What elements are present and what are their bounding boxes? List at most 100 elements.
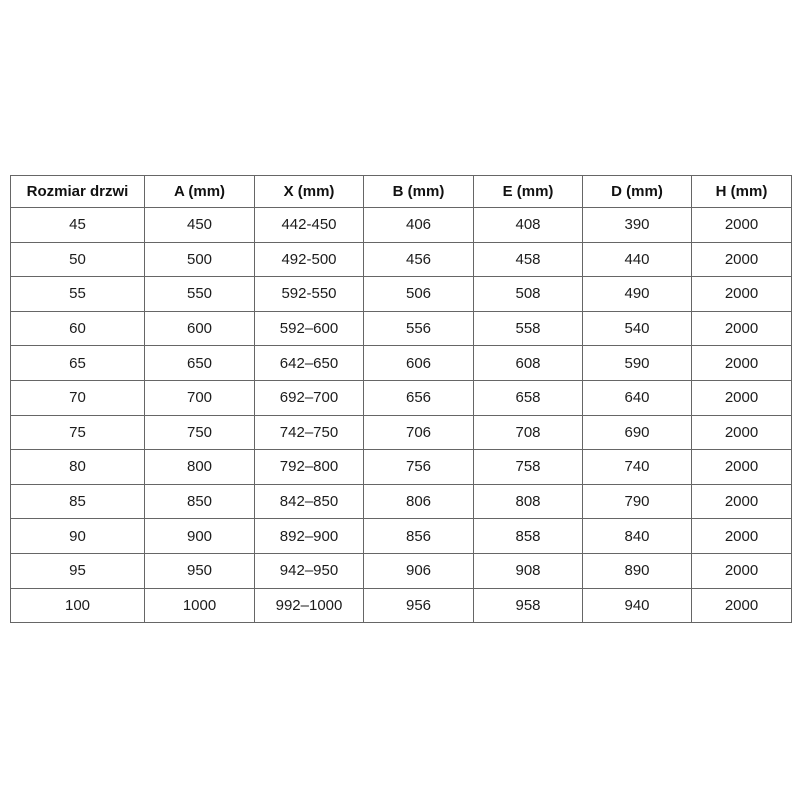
table-cell: 600: [144, 310, 255, 347]
table-cell: 95: [10, 552, 145, 589]
header-cell-door-size: Rozmiar drzwi: [10, 175, 145, 208]
table-cell: 556: [363, 310, 474, 347]
table-cell: 2000: [691, 518, 792, 554]
door-dimensions-table: Rozmiar drzwi A (mm) X (mm) B (mm) E (mm…: [10, 175, 792, 624]
table-cell: 55: [10, 276, 145, 312]
table-cell: 406: [363, 207, 474, 243]
table-cell: 708: [473, 414, 583, 451]
header-cell-x-mm: X (mm): [254, 175, 364, 208]
table-cell: 906: [363, 552, 474, 589]
table-row: 55 550 592-550 506 508 490 2000: [10, 276, 792, 312]
table-row: 90 900 892–900 856 858 840 2000: [10, 518, 792, 554]
table-row: 95 950 942–950 906 908 890 2000: [10, 552, 792, 589]
table-cell: 740: [582, 449, 692, 485]
table-cell: 1000: [144, 587, 255, 624]
table-cell: 958: [473, 587, 583, 624]
table-cell: 2000: [691, 207, 792, 243]
table-cell: 75: [10, 414, 145, 451]
table-cell: 458: [473, 241, 583, 278]
table-cell: 506: [363, 276, 474, 312]
table-cell: 440: [582, 241, 692, 278]
table-row: 45 450 442-450 406 408 390 2000: [10, 207, 792, 243]
header-cell-e-mm: E (mm): [473, 175, 583, 208]
table-cell: 658: [473, 379, 583, 416]
table-cell: 890: [582, 552, 692, 589]
table-cell: 540: [582, 310, 692, 347]
table-cell: 942–950: [254, 552, 364, 589]
table-cell: 690: [582, 414, 692, 451]
table-row: 85 850 842–850 806 808 790 2000: [10, 483, 792, 520]
table-cell: 692–700: [254, 379, 364, 416]
table-cell: 950: [144, 552, 255, 589]
table-row: 75 750 742–750 706 708 690 2000: [10, 414, 792, 451]
header-row: Rozmiar drzwi A (mm) X (mm) B (mm) E (mm…: [10, 175, 792, 208]
table-cell: 806: [363, 483, 474, 520]
table-cell: 508: [473, 276, 583, 312]
table-cell: 842–850: [254, 483, 364, 520]
table-row: 50 500 492-500 456 458 440 2000: [10, 241, 792, 278]
table-cell: 908: [473, 552, 583, 589]
table-header: Rozmiar drzwi A (mm) X (mm) B (mm) E (mm…: [10, 175, 792, 208]
table-cell: 492-500: [254, 241, 364, 278]
header-cell-d-mm: D (mm): [582, 175, 692, 208]
table-cell: 408: [473, 207, 583, 243]
table-cell: 800: [144, 449, 255, 485]
table-cell: 650: [144, 345, 255, 381]
table-cell: 2000: [691, 552, 792, 589]
table-cell: 892–900: [254, 518, 364, 554]
table-cell: 85: [10, 483, 145, 520]
table-cell: 45: [10, 207, 145, 243]
table-cell: 792–800: [254, 449, 364, 485]
table-cell: 2000: [691, 483, 792, 520]
table-cell: 790: [582, 483, 692, 520]
table-row: 60 600 592–600 556 558 540 2000: [10, 310, 792, 347]
header-cell-h-mm: H (mm): [691, 175, 792, 208]
table-cell: 840: [582, 518, 692, 554]
table-cell: 490: [582, 276, 692, 312]
table-cell: 450: [144, 207, 255, 243]
table-cell: 2000: [691, 310, 792, 347]
table-cell: 390: [582, 207, 692, 243]
table-cell: 70: [10, 379, 145, 416]
table-cell: 808: [473, 483, 583, 520]
table-row: 80 800 792–800 756 758 740 2000: [10, 449, 792, 485]
table-cell: 640: [582, 379, 692, 416]
table-row: 65 650 642–650 606 608 590 2000: [10, 345, 792, 381]
table-cell: 858: [473, 518, 583, 554]
table-cell: 2000: [691, 379, 792, 416]
table-cell: 592–600: [254, 310, 364, 347]
table-cell: 558: [473, 310, 583, 347]
table-cell: 2000: [691, 449, 792, 485]
table-cell: 550: [144, 276, 255, 312]
table-cell: 592-550: [254, 276, 364, 312]
table-cell: 500: [144, 241, 255, 278]
table-cell: 2000: [691, 414, 792, 451]
table-cell: 742–750: [254, 414, 364, 451]
table-cell: 900: [144, 518, 255, 554]
table-cell: 442-450: [254, 207, 364, 243]
table-cell: 758: [473, 449, 583, 485]
table-cell: 992–1000: [254, 587, 364, 624]
table-cell: 2000: [691, 241, 792, 278]
table-cell: 642–650: [254, 345, 364, 381]
table-cell: 856: [363, 518, 474, 554]
table-cell: 756: [363, 449, 474, 485]
table-cell: 608: [473, 345, 583, 381]
table-cell: 656: [363, 379, 474, 416]
table-body: 45 450 442-450 406 408 390 2000 50 500 492-500 456…: [10, 207, 792, 624]
table-cell: 60: [10, 310, 145, 347]
table-cell: 65: [10, 345, 145, 381]
table-cell: 590: [582, 345, 692, 381]
table-row: 100 1000 992–1000 956 958 940 2000: [10, 587, 792, 624]
table-cell: 956: [363, 587, 474, 624]
door-dimensions-table-container: Rozmiar drzwi A (mm) X (mm) B (mm) E (mm…: [10, 175, 792, 624]
table-cell: 456: [363, 241, 474, 278]
table-cell: 2000: [691, 345, 792, 381]
header-cell-a-mm: A (mm): [144, 175, 255, 208]
table-cell: 940: [582, 587, 692, 624]
table-cell: 850: [144, 483, 255, 520]
table-cell: 700: [144, 379, 255, 416]
table-row: 70 700 692–700 656 658 640 2000: [10, 379, 792, 416]
table-cell: 100: [10, 587, 145, 624]
header-cell-b-mm: B (mm): [363, 175, 474, 208]
